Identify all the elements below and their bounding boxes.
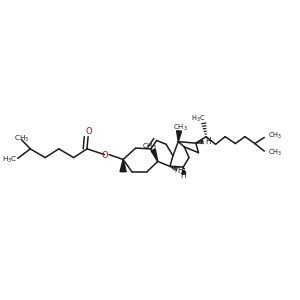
Text: $\mathsf{H_3C}$: $\mathsf{H_3C}$: [191, 114, 206, 124]
Text: ···: ···: [202, 126, 207, 131]
Text: $\mathsf{CH_3}$: $\mathsf{CH_3}$: [268, 130, 282, 141]
Text: $\mathsf{CH_3}$: $\mathsf{CH_3}$: [173, 123, 188, 134]
Polygon shape: [151, 149, 158, 161]
Text: O: O: [101, 151, 108, 160]
Text: $\mathsf{\cdot\cdot H}$: $\mathsf{\cdot\cdot H}$: [198, 135, 213, 146]
Text: ···: ···: [151, 151, 157, 156]
Text: $\mathsf{H}$: $\mathsf{H}$: [180, 169, 187, 180]
Text: $\mathsf{_\cdot H}$: $\mathsf{_\cdot H}$: [173, 164, 184, 174]
Text: $\mathsf{CH_3}$: $\mathsf{CH_3}$: [268, 148, 282, 158]
Text: $\mathsf{H_3C}$: $\mathsf{H_3C}$: [2, 154, 18, 165]
Text: $\mathsf{CH_3}$: $\mathsf{CH_3}$: [14, 134, 29, 144]
Text: $\mathsf{CH_3}$: $\mathsf{CH_3}$: [142, 142, 157, 152]
Polygon shape: [177, 131, 182, 142]
Polygon shape: [120, 160, 126, 172]
Text: O: O: [85, 127, 92, 136]
